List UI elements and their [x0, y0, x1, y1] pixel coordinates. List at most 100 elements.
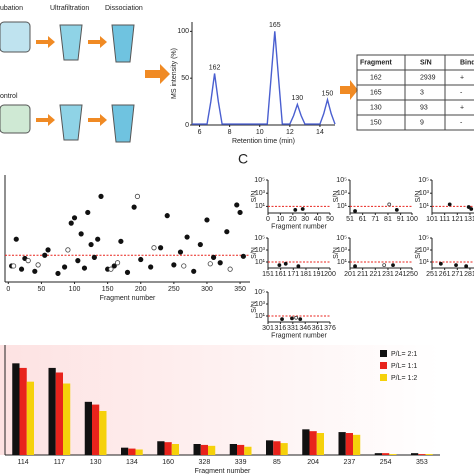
x-tick-label: 241	[395, 271, 407, 278]
scatter-point	[447, 202, 452, 207]
scatter-point	[454, 263, 458, 268]
y-axis-label: S/N	[251, 191, 258, 203]
y-tick-label: 10³	[419, 247, 430, 254]
x-tick-label: 121	[451, 216, 463, 223]
scatter-point	[11, 263, 17, 269]
x-axis-label: Fragment number	[195, 468, 251, 474]
tube	[59, 104, 83, 141]
y-axis-label: S/N	[333, 247, 340, 259]
bar	[302, 429, 310, 455]
y-tick-label: 10¹	[419, 203, 430, 210]
x-tick-label: 6	[198, 129, 202, 136]
y-axis-label: S/N	[251, 247, 258, 259]
bar	[418, 454, 426, 455]
x-tick-label: 200	[324, 271, 336, 278]
scatter-point	[164, 213, 170, 219]
scatter-point	[45, 247, 51, 253]
bar	[200, 444, 208, 455]
bar	[121, 447, 129, 455]
x-tick-label: 361	[312, 325, 324, 332]
y-tick-label: 10⁵	[254, 235, 265, 242]
x-tick-label: 211	[357, 271, 368, 278]
result-table: Fragment S/N Bindi 162 2939 +165 3 - 130 93 +150 9 -	[356, 54, 474, 131]
scatter-point	[177, 249, 184, 255]
legend-swatch	[380, 350, 387, 357]
legend-label: P/L= 2:1	[391, 351, 417, 358]
scatter-point	[438, 261, 443, 266]
x-tick-label: 10	[277, 216, 285, 223]
x-tick-label: 0	[266, 216, 270, 223]
scatter-point	[210, 254, 217, 260]
bar	[374, 453, 382, 455]
y-axis-label: S/N	[415, 247, 422, 259]
x-tick-label: 328	[199, 459, 211, 466]
arrow	[36, 114, 55, 126]
legend-label: P/L= 1:2	[391, 375, 417, 382]
table-header: S/N	[420, 59, 432, 66]
x-tick-label: 221	[369, 271, 381, 278]
scatter-point	[32, 268, 38, 274]
scatter-point	[65, 247, 71, 253]
x-tick-label: 250	[406, 271, 418, 278]
bar	[157, 441, 165, 455]
scatter-point	[75, 257, 81, 264]
peak-label: 130	[292, 95, 304, 102]
table-cell: 93	[420, 104, 428, 111]
y-tick-label: 10⁵	[254, 289, 265, 296]
scatter-point	[118, 238, 124, 244]
x-tick-label: 8	[228, 129, 232, 136]
bar	[92, 404, 100, 455]
panel-label: C	[238, 151, 248, 167]
scatter-point	[207, 261, 213, 267]
y-tick-label: 10¹	[255, 313, 266, 320]
table-cell: 3	[420, 89, 424, 96]
x-tick-label: 134	[126, 459, 138, 466]
workflow: ubation Ultrafiltration Dissociation ont…	[0, 5, 358, 143]
legend-swatch	[380, 374, 387, 381]
scatter-point	[78, 231, 84, 237]
table-header: Fragment	[360, 59, 393, 66]
line-series	[192, 31, 336, 125]
x-tick-label: 100	[69, 286, 81, 293]
scatter-point	[277, 263, 282, 268]
scatter-point	[61, 264, 68, 270]
bar	[63, 383, 71, 455]
scatter-point	[382, 263, 387, 268]
tube	[0, 21, 31, 53]
scatter-point	[25, 257, 31, 264]
table-header: Bindi	[460, 59, 474, 66]
x-tick-label: 50	[38, 286, 46, 293]
scatter-point	[158, 245, 164, 251]
table-cell: +	[460, 74, 464, 81]
x-tick-label: 271	[451, 271, 463, 278]
scatter-point	[68, 220, 74, 226]
bar	[338, 432, 346, 455]
x-tick-label: 250	[168, 286, 180, 293]
scatter-point	[240, 253, 246, 259]
background-glow	[0, 345, 440, 455]
y-tick-label: 10¹	[337, 259, 348, 266]
legend-swatch	[380, 362, 387, 369]
y-tick-label: 10³	[337, 190, 348, 197]
table-cell: 2939	[420, 74, 436, 81]
x-tick-label: 300	[201, 286, 213, 293]
x-tick-label: 346	[299, 325, 311, 332]
scatter-point	[151, 245, 157, 251]
y-tick-label: 10¹	[255, 203, 266, 210]
scatter-point	[184, 234, 190, 240]
scatter-point	[227, 266, 233, 272]
x-tick-label: 350	[234, 286, 246, 293]
x-tick-label: 231	[382, 271, 394, 278]
x-tick-label: 130	[90, 459, 102, 466]
x-tick-label: 40	[314, 216, 322, 223]
scatter-point	[464, 264, 469, 269]
legend-label: P/L= 1:1	[391, 363, 417, 370]
x-tick-label: 261	[439, 271, 451, 278]
arrow	[88, 114, 107, 126]
scatter-point	[298, 317, 303, 322]
x-tick-label: 353	[416, 459, 428, 466]
x-tick-label: 91	[397, 216, 405, 223]
bar	[229, 444, 237, 455]
scatter-point	[204, 217, 210, 223]
